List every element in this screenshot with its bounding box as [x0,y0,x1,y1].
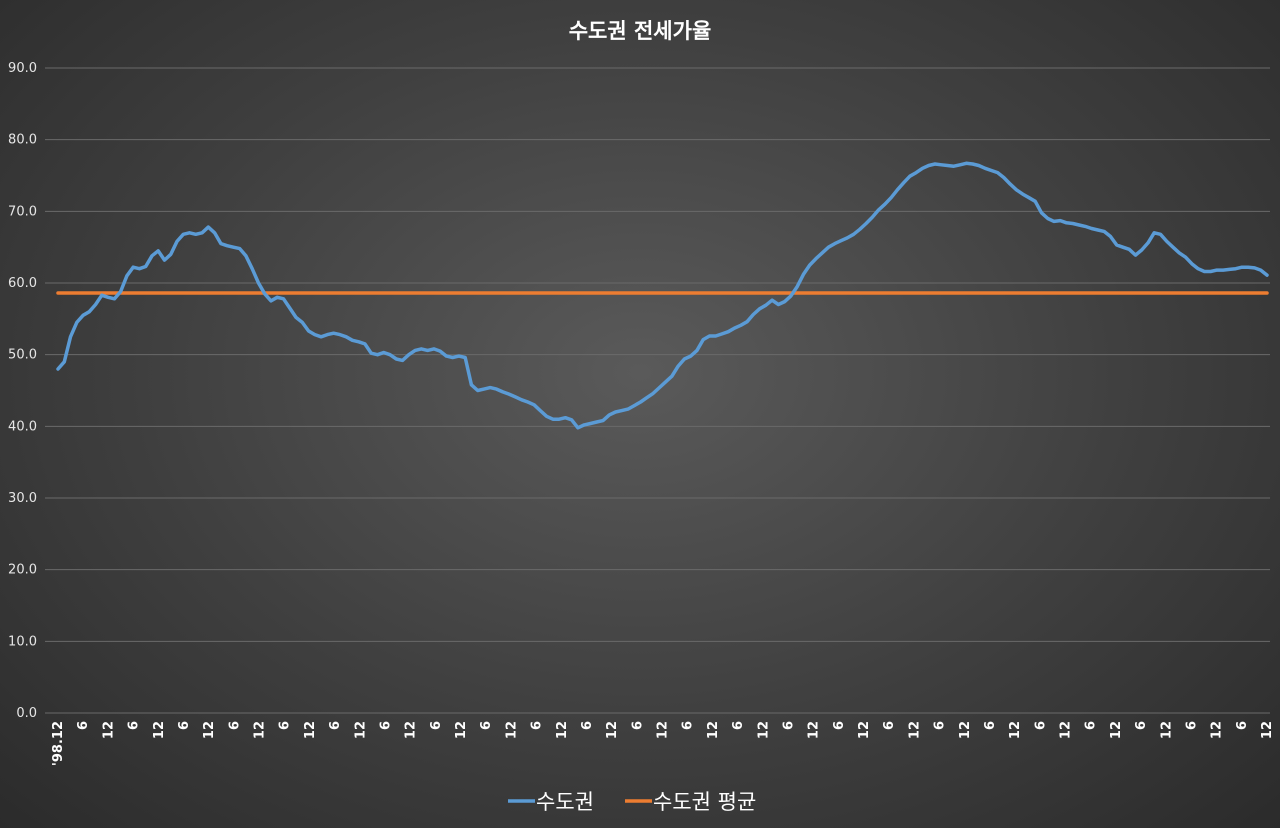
y-tick-label: 40.0 [8,419,37,434]
x-tick-label: 6 [328,721,343,730]
plot-area [56,161,1269,430]
x-tick-label: 12 [1210,721,1225,739]
x-tick-label: 12 [706,721,721,739]
x-tick-label: 6 [1134,721,1149,730]
legend-item-0: 수도권 [508,790,594,814]
legend-label: 수도권 [536,790,594,814]
x-tick-label: 12 [1109,721,1124,739]
x-tick-label: 12 [454,721,469,739]
x-tick-label: 12 [253,721,268,739]
y-tick-label: 90.0 [8,61,37,76]
y-tick-label: 0.0 [16,706,37,721]
x-tick-label: 6 [429,721,444,730]
x-tick-label: 6 [177,721,192,730]
x-tick-label: 6 [1084,721,1099,730]
x-tick-label: 6 [933,721,948,730]
x-tick-label: 6 [681,721,696,730]
legend-item-1: 수도권 평균 [625,790,756,814]
x-tick-label: 12 [1159,721,1174,739]
x-tick-label: 12 [353,721,368,739]
x-tick-label: 12 [605,721,620,739]
y-tick-label: 30.0 [8,491,37,506]
series-line-0 [56,161,1269,430]
x-tick-label: 6 [983,721,998,730]
x-tick-label: 12 [303,721,318,739]
x-tick-label: 12 [404,721,419,739]
x-tick-label: 12 [202,721,217,739]
gridlines [45,67,1270,714]
x-tick-label: 12 [1260,721,1275,739]
x-tick-label: 6 [378,721,393,730]
chart-title: 수도권 전세가율 [569,19,712,43]
y-tick-label: 50.0 [8,348,37,363]
y-axis: 0.0 10.0 20.0 30.0 40.0 50.0 60.0 70.0 80.0 90.0 [8,61,37,721]
x-tick-label: 6 [630,721,645,730]
y-tick-label: 10.0 [8,634,37,649]
x-tick-label: 12 [152,721,167,739]
x-tick-label: 12 [857,721,872,739]
x-tick-label: 12 [101,721,116,739]
x-axis: '98.12 6 12 6 12 6 12 6 12 6 12 6 12 6 12 6 12 6 12 6 12 6 12 6… [51,721,1275,766]
x-tick-label: 12 [504,721,519,739]
x-tick-label: 6 [832,721,847,730]
x-tick-label: '98.12 [51,721,66,766]
x-tick-label: 6 [127,721,142,730]
y-tick-label: 20.0 [8,563,37,578]
x-tick-label: 6 [580,721,595,730]
x-tick-label: 6 [882,721,897,730]
legend-label: 수도권 평균 [653,790,756,814]
x-tick-label: 6 [1235,721,1250,730]
x-tick-label: 12 [807,721,822,739]
x-tick-label: 12 [756,721,771,739]
x-tick-label: 12 [958,721,973,739]
x-tick-label: 12 [1008,721,1023,739]
x-tick-label: 6 [278,721,293,730]
y-tick-label: 60.0 [8,276,37,291]
x-tick-label: 12 [907,721,922,739]
x-tick-label: 6 [781,721,796,730]
x-tick-label: 6 [731,721,746,730]
x-tick-label: 6 [1184,721,1199,730]
x-tick-label: 12 [555,721,570,739]
legend: 수도권 수도권 평균 [508,790,756,814]
x-tick-label: 6 [530,721,545,730]
y-tick-label: 80.0 [8,133,37,148]
x-tick-label: 6 [227,721,242,730]
y-tick-label: 70.0 [8,204,37,219]
x-tick-label: 12 [656,721,671,739]
x-tick-label: 6 [1033,721,1048,730]
x-tick-label: 12 [1059,721,1074,739]
x-tick-label: 6 [76,721,91,730]
x-tick-label: 6 [479,721,494,730]
